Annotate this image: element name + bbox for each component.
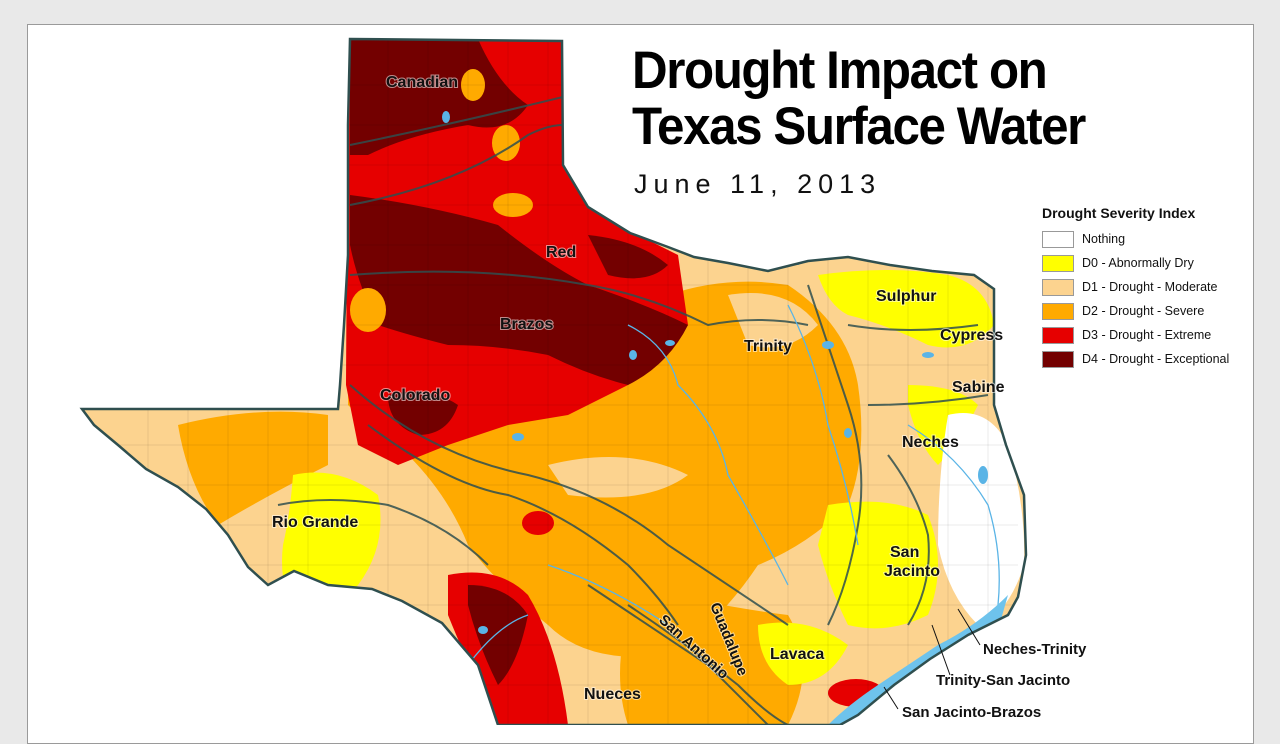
d4-central-zone	[350, 195, 688, 385]
legend-swatch	[1042, 326, 1074, 344]
legend-label: D4 - Drought - Exceptional	[1082, 352, 1230, 366]
map-title: Drought Impact on Texas Surface Water	[632, 41, 1086, 156]
legend-swatch	[1042, 350, 1074, 368]
d2-pocket	[350, 288, 386, 332]
gulf-coast-water	[828, 595, 1008, 725]
d0-rio-grande-zone	[282, 472, 381, 625]
legend-item: D3 - Drought - Extreme	[1042, 323, 1252, 347]
basin-label-nueces: Nueces	[584, 686, 641, 703]
d4-red-zone	[588, 235, 668, 279]
d4-colorado-zone	[388, 391, 458, 435]
legend-item: D1 - Drought - Moderate	[1042, 275, 1252, 299]
basin-label-colorado: Colorado	[380, 387, 450, 404]
basin-label-sulphur: Sulphur	[876, 288, 936, 305]
basin-label-lavaca: Lavaca	[770, 646, 824, 663]
d0-san-jacinto-zone	[818, 501, 938, 629]
d2-south-zone	[620, 585, 803, 725]
legend-label: D3 - Drought - Extreme	[1082, 328, 1212, 342]
map-date: June 11, 2013	[634, 169, 882, 199]
d2-west-zone	[178, 411, 328, 525]
basin-label-rio-grande: Rio Grande	[272, 514, 358, 531]
basin-label-canadian: Canadian	[386, 74, 458, 91]
legend-label: Nothing	[1082, 232, 1126, 246]
d2-pocket	[492, 125, 520, 161]
basin-label-trinity-san-jacinto: Trinity-San Jacinto	[936, 672, 1070, 689]
basin-label-san-jacinto-line2: Jacinto	[884, 563, 940, 580]
basin-label-neches-trinity: Neches-Trinity	[983, 641, 1087, 658]
map-frame: Canadian Red Brazos Colorado Rio Grande …	[27, 24, 1254, 744]
d0-sabine-zone	[908, 385, 978, 465]
d2-pocket	[493, 193, 533, 217]
d0-lavaca-zone	[758, 622, 848, 685]
title-line-1: Drought Impact on	[632, 41, 1048, 100]
legend-swatch	[1042, 278, 1074, 296]
legend-item: Nothing	[1042, 227, 1252, 251]
d1-pocket	[548, 457, 688, 498]
legend-item: D0 - Abnormally Dry	[1042, 251, 1252, 275]
d4-south-zone	[468, 585, 528, 685]
rivers	[467, 304, 1000, 666]
legend-label: D1 - Drought - Moderate	[1082, 280, 1218, 294]
d3-spot	[522, 511, 554, 535]
legend: Drought Severity Index Nothing D0 - Abno…	[1042, 205, 1252, 371]
legend-label: D2 - Drought - Severe	[1082, 304, 1205, 318]
basin-label-brazos: Brazos	[500, 316, 553, 333]
legend-swatch	[1042, 230, 1074, 248]
basin-label-neches: Neches	[902, 434, 959, 451]
legend-label: D0 - Abnormally Dry	[1082, 256, 1194, 270]
legend-item: D4 - Drought - Exceptional	[1042, 347, 1252, 371]
legend-item: D2 - Drought - Severe	[1042, 299, 1252, 323]
d2-pocket	[461, 69, 485, 101]
title-line-2: Texas Surface Water	[632, 97, 1086, 156]
legend-swatch	[1042, 254, 1074, 272]
label-leader-lines	[883, 608, 981, 710]
d4-north-zone	[350, 39, 528, 155]
basin-label-red: Red	[546, 244, 576, 261]
legend-title: Drought Severity Index	[1042, 205, 1196, 221]
basin-label-san-jacinto-brazos: San Jacinto-Brazos	[902, 704, 1041, 721]
texas-outline	[79, 37, 1028, 725]
basin-label-san-jacinto-line1: San	[890, 544, 919, 561]
basin-label-trinity: Trinity	[744, 338, 792, 355]
texas-drought-map: Canadian Red Brazos Colorado Rio Grande …	[79, 37, 1088, 725]
basin-label-sabine: Sabine	[952, 379, 1005, 396]
basin-label-cypress: Cypress	[940, 327, 1003, 344]
legend-swatch	[1042, 302, 1074, 320]
